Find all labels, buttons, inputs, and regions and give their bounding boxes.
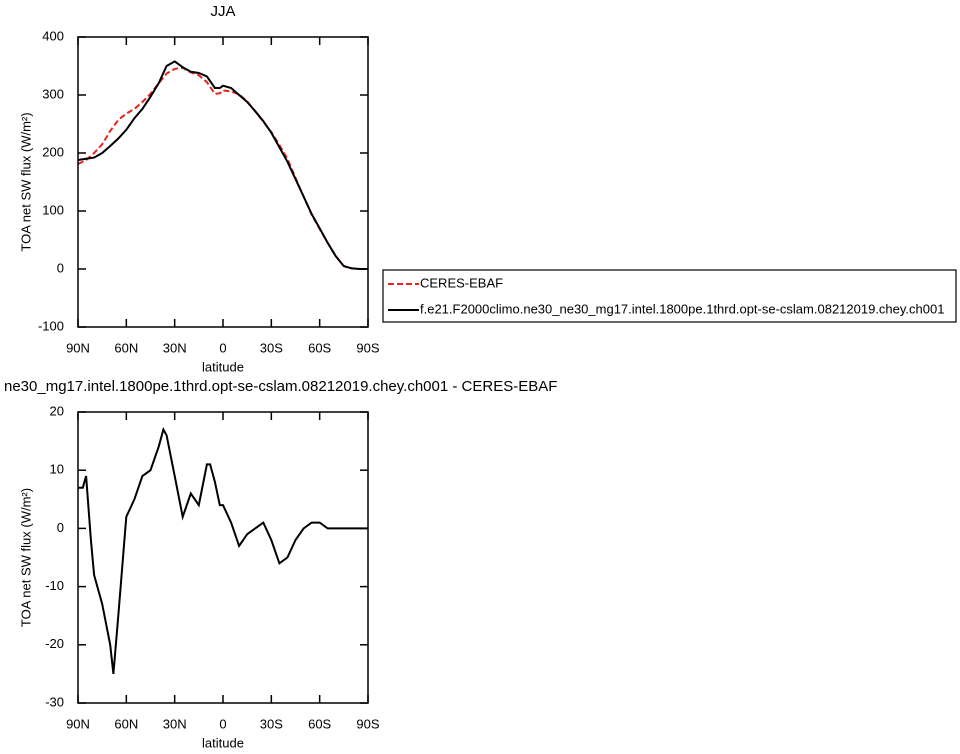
y-tick-label: -30 [45, 694, 64, 709]
legend-label: f.e21.F2000climo.ne30_ne30_mg17.intel.18… [420, 301, 944, 316]
y-tick-label: 0 [57, 520, 64, 535]
y-tick-label: 300 [42, 86, 64, 101]
chart-title: ne30_mg17.intel.1800pe.1thrd.opt-se-csla… [4, 378, 557, 395]
x-tick-label: 30S [260, 716, 283, 731]
y-axis-label: TOA net SW flux (W/m²) [18, 488, 33, 627]
y-tick-label: -100 [38, 318, 64, 333]
x-tick-label: 90N [66, 716, 90, 731]
data-line [77, 60, 368, 270]
x-tick-label: 90S [356, 716, 379, 731]
x-tick-label: 0 [219, 716, 226, 731]
y-tick-label: 20 [50, 403, 64, 418]
x-tick-label: 90S [356, 340, 379, 355]
x-axis-label: latitude [202, 359, 244, 374]
legend-label: CERES-EBAF [420, 275, 503, 290]
plot-frame [77, 411, 369, 704]
x-tick-label: 60N [114, 716, 138, 731]
y-tick-label: -20 [45, 636, 64, 651]
chart-title: JJA [210, 3, 235, 20]
y-tick-label: 400 [42, 28, 64, 43]
x-tick-label: 30N [163, 340, 187, 355]
y-tick-label: 0 [57, 260, 64, 275]
plot-frame [77, 36, 369, 328]
legend-frame [382, 269, 957, 323]
x-tick-label: 60N [114, 340, 138, 355]
x-tick-label: 30N [163, 716, 187, 731]
y-tick-label: 100 [42, 202, 64, 217]
x-axis-label: latitude [202, 735, 244, 750]
y-tick-label: 200 [42, 144, 64, 159]
x-tick-label: 30S [260, 340, 283, 355]
x-tick-label: 0 [219, 340, 226, 355]
y-tick-label: 10 [50, 462, 64, 477]
x-tick-label: 60S [308, 716, 331, 731]
x-tick-label: 90N [66, 340, 90, 355]
data-line [78, 426, 368, 675]
y-axis-label: TOA net SW flux (W/m²) [18, 112, 33, 251]
y-tick-label: -10 [45, 578, 64, 593]
x-tick-label: 60S [308, 340, 331, 355]
